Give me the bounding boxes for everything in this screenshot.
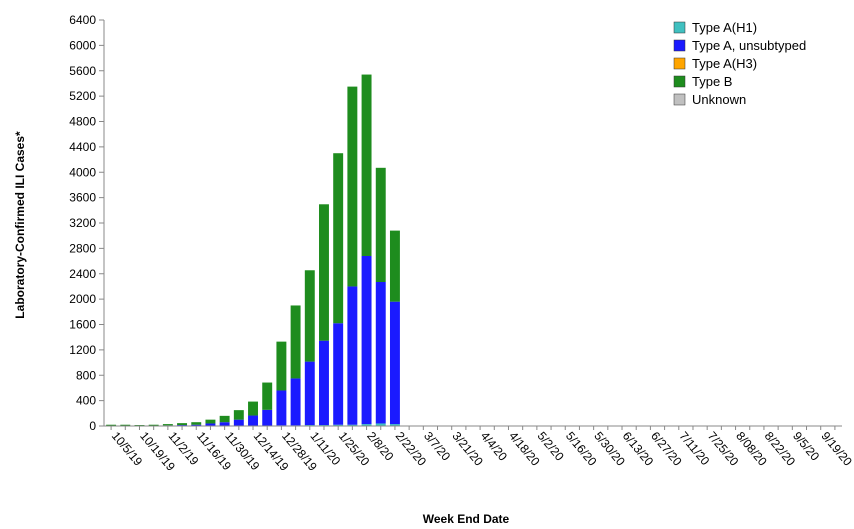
bar-segment <box>333 323 344 425</box>
bars <box>106 74 400 427</box>
legend-swatch <box>673 21 686 34</box>
y-tick-label: 1200 <box>69 343 96 357</box>
bar-segment <box>304 361 315 426</box>
legend-label: Type B <box>692 74 732 89</box>
y-tick-label: 1600 <box>69 318 96 332</box>
legend-label: Type A, unsubtyped <box>692 38 806 53</box>
x-tick-label: 9/19/20 <box>818 429 854 469</box>
y-tick-label: 4000 <box>69 165 96 179</box>
bar-segment <box>361 424 372 426</box>
bar-segment <box>347 286 358 425</box>
bar-segment <box>290 305 301 379</box>
bar-segment <box>389 424 400 426</box>
bar-segment <box>361 74 372 256</box>
y-tick-label: 6000 <box>69 38 96 52</box>
y-axis-ticks: 0 400 800 1200 1600 2000 2400 2800 3200 3600 4000 4… <box>69 13 104 433</box>
bar-segment <box>205 419 216 424</box>
x-axis-title: Week End Date <box>423 512 510 526</box>
bar-segment <box>375 167 386 282</box>
bar-segment <box>177 423 188 426</box>
bar-segment <box>120 424 131 426</box>
legend-swatch <box>673 75 686 88</box>
x-axis-ticks: 10/5/1910/19/1911/2/1911/16/1911/30/1912… <box>109 426 854 474</box>
bar-segment <box>106 424 117 426</box>
y-tick-label: 0 <box>89 419 96 433</box>
legend-label: Unknown <box>692 92 746 107</box>
legend-swatch <box>673 57 686 70</box>
bar-segment <box>304 270 315 362</box>
y-tick-label: 2400 <box>69 267 96 281</box>
legend-label: Type A(H1) <box>692 20 757 35</box>
bar-segment <box>333 424 344 426</box>
bar-segment <box>219 415 230 423</box>
bar-segment <box>148 424 159 426</box>
bar-segment <box>319 204 329 341</box>
bar-segment <box>375 281 386 424</box>
legend-label: Type A(H3) <box>692 56 757 71</box>
bar-segment <box>262 382 273 410</box>
bar-segment <box>389 230 400 302</box>
bar-segment <box>375 423 386 426</box>
y-tick-label: 5600 <box>69 64 96 78</box>
y-tick-label: 400 <box>76 394 96 408</box>
y-tick-label: 6400 <box>69 13 96 27</box>
legend-swatch <box>673 39 686 52</box>
bar-segment <box>191 422 202 425</box>
y-tick-label: 3200 <box>69 216 96 230</box>
bar-segment <box>219 422 230 426</box>
bar-segment <box>205 423 216 426</box>
bar-segment <box>389 301 400 425</box>
bar-segment <box>233 419 244 426</box>
bar-segment <box>276 341 287 391</box>
bar-segment <box>347 424 358 426</box>
y-tick-label: 3600 <box>69 191 96 205</box>
bar-segment <box>248 401 258 416</box>
bar-segment <box>233 410 244 420</box>
bar-segment <box>134 425 145 426</box>
y-tick-label: 800 <box>76 368 96 382</box>
y-tick-label: 2800 <box>69 241 96 255</box>
bar-segment <box>347 86 358 287</box>
y-tick-label: 4400 <box>69 140 96 154</box>
legend: Type A(H1) Type A, unsubtyped Type A(H3) Ty… <box>673 20 806 107</box>
bar-segment <box>290 378 301 426</box>
bar-segment <box>162 424 173 426</box>
bar-segment <box>248 415 258 426</box>
y-tick-label: 2000 <box>69 292 96 306</box>
legend-swatch <box>673 93 686 106</box>
bar-segment <box>276 390 287 426</box>
y-axis-title: Laboratory-Confirmed ILI Cases* <box>13 131 27 319</box>
y-tick-label: 4800 <box>69 115 96 129</box>
bar-segment <box>361 255 372 425</box>
bar-segment <box>319 340 329 426</box>
bar-segment <box>262 409 273 426</box>
bar-segment <box>333 153 344 324</box>
y-tick-label: 5200 <box>69 89 96 103</box>
bar-segment <box>191 424 202 426</box>
